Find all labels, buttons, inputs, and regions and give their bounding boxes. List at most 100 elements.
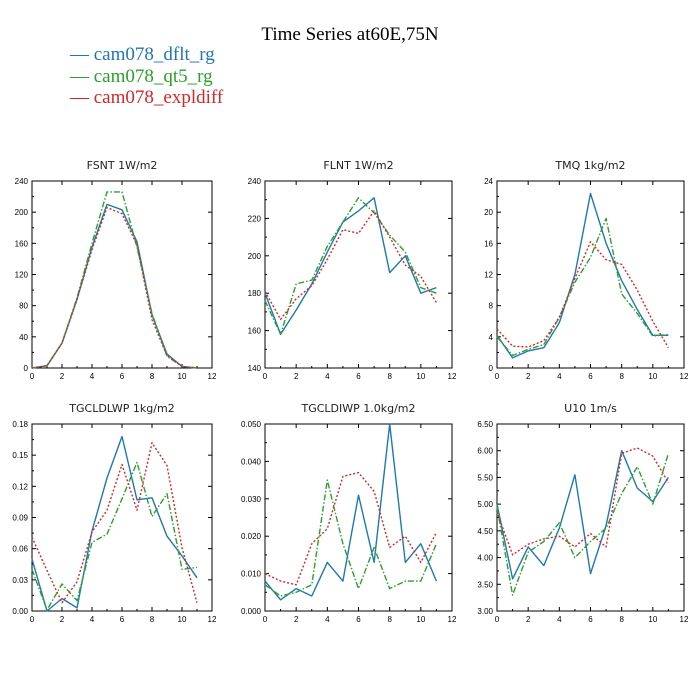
y-tick-label: 200	[248, 252, 262, 261]
y-tick-label: 5.00	[477, 500, 493, 509]
x-tick-label: 8	[150, 615, 155, 624]
chart-panel-2: FLNT 1W/m2 0 2 4 6 8 10 12 140 160 180 200 220 240	[248, 159, 457, 381]
y-tick-label: 20	[484, 208, 493, 217]
series-line-cam078_dflt_rg	[264, 197, 437, 335]
y-tick-label: 240	[15, 177, 29, 186]
x-tick-label: 6	[120, 615, 125, 624]
x-tick-label: 8	[150, 372, 155, 381]
figure-title: Time Series at60E,75N	[261, 24, 438, 45]
x-tick-label: 10	[648, 372, 657, 381]
plot-frame	[31, 180, 213, 369]
series-line-cam078_expldiff	[264, 210, 438, 321]
y-tick-label: 0.12	[12, 482, 28, 491]
y-tick-label: 0.18	[12, 420, 28, 429]
series-line-cam078_expldiff	[264, 471, 438, 586]
series-line-cam078_expldiff	[496, 447, 670, 556]
x-tick-label: 0	[495, 615, 500, 624]
x-tick-label: 12	[680, 615, 689, 624]
legend-entry-1: — cam078_dflt_rg	[69, 44, 215, 65]
y-tick-label: 160	[248, 327, 262, 336]
legend-entry-2: — cam078_qt5_rg	[69, 66, 213, 87]
y-tick-label: 0.03	[12, 576, 28, 585]
x-tick-label: 8	[619, 372, 624, 381]
series-line-cam078_qt5_rg	[31, 191, 198, 369]
legend-entry-3: — cam078_expldiff	[69, 87, 224, 108]
plot-frame	[496, 180, 685, 369]
series-line-cam078_dflt_rg	[31, 435, 198, 612]
x-tick-label: 2	[526, 372, 531, 381]
x-tick-label: 12	[448, 615, 457, 624]
x-tick-label: 4	[557, 372, 562, 381]
y-tick-label: 0.040	[241, 457, 262, 466]
y-tick-label: 3.00	[477, 607, 493, 616]
x-tick-label: 6	[356, 615, 361, 624]
y-tick-label: 0.030	[241, 495, 262, 504]
x-tick-label: 2	[526, 615, 531, 624]
panel-title: TGCLDLWP 1kg/m2	[68, 402, 174, 415]
panel-title: TMQ 1kg/m2	[554, 159, 625, 172]
x-tick-label: 4	[325, 615, 330, 624]
x-tick-label: 10	[416, 615, 425, 624]
series-line-cam078_qt5_rg	[496, 453, 670, 596]
x-tick-label: 6	[120, 372, 125, 381]
series-line-cam078_expldiff	[31, 442, 198, 604]
y-tick-label: 0.09	[12, 514, 28, 523]
series-line-cam078_qt5_rg	[496, 217, 669, 357]
y-tick-label: 3.50	[477, 580, 493, 589]
panel-title: U10 1m/s	[564, 402, 617, 415]
panels: FSNT 1W/m20 2 4 6 8 10 1204080120160200240FLNT…	[12, 159, 689, 624]
x-tick-label: 2	[60, 615, 65, 624]
series-line-cam078_qt5_rg	[264, 197, 437, 335]
y-tick-label: 4	[489, 333, 494, 342]
x-tick-label: 12	[680, 372, 689, 381]
x-tick-label: 10	[416, 372, 425, 381]
chart-panel-6: U10 1m/s 0 2 4 6 8 10 12 3.00 3.50 4.00 4.50 5.00 5.5…	[477, 402, 689, 624]
x-tick-label: 8	[387, 372, 392, 381]
y-tick-label: 0.06	[12, 545, 28, 554]
panel-title: FSNT 1W/m2	[87, 159, 158, 172]
y-tick-label: 0.00	[12, 607, 28, 616]
y-tick-label: 40	[19, 333, 28, 342]
plot-frame	[496, 423, 685, 612]
y-tick-label: 8	[489, 302, 494, 311]
y-tick-label: 16	[484, 239, 493, 248]
x-tick-label: 0	[30, 372, 35, 381]
x-tick-label: 10	[648, 615, 657, 624]
y-tick-label: 24	[484, 177, 493, 186]
y-tick-label: 180	[248, 289, 262, 298]
y-tick-label: 6.50	[477, 420, 493, 429]
x-tick-label: 0	[263, 372, 268, 381]
x-tick-label: 0	[495, 372, 500, 381]
y-tick-label: 0.000	[241, 607, 262, 616]
x-tick-label: 0	[30, 615, 35, 624]
y-tick-label: 12	[484, 271, 493, 280]
x-tick-label: 2	[294, 372, 299, 381]
x-tick-label: 4	[557, 615, 562, 624]
series-line-cam078_qt5_rg	[31, 461, 198, 611]
y-tick-label: 4.00	[477, 554, 493, 563]
y-tick-label: 5.50	[477, 473, 493, 482]
panel-title: TGCLDIWP 1.0kg/m2	[300, 402, 415, 415]
x-tick-label: 8	[619, 615, 624, 624]
x-tick-label: 10	[178, 615, 187, 624]
y-tick-label: 6.00	[477, 447, 493, 456]
y-tick-label: 0	[24, 364, 29, 373]
series-line-cam078_dflt_rg	[264, 423, 438, 601]
x-tick-label: 4	[90, 372, 95, 381]
chart-panel-5: TGCLDIWP 1.0kg/m2 0 2 4 6 8 10 12 0.000 0.010 0.02…	[241, 402, 457, 624]
y-tick-label: 220	[248, 214, 262, 223]
plot-frame	[264, 180, 453, 369]
legend: — cam078_dflt_rg — cam078_qt5_rg — cam07…	[69, 44, 224, 108]
x-tick-label: 0	[263, 615, 268, 624]
x-tick-label: 10	[178, 372, 187, 381]
x-tick-label: 6	[588, 372, 593, 381]
series-line-cam078_dflt_rg	[496, 450, 669, 580]
x-tick-label: 12	[208, 372, 217, 381]
y-tick-label: 0	[489, 364, 494, 373]
x-tick-label: 6	[356, 372, 361, 381]
x-tick-label: 4	[325, 372, 330, 381]
panel-title: FLNT 1W/m2	[323, 159, 393, 172]
chart-panel-4: TGCLDLWP 1kg/m2 0 2 4 6 8 10 12 0.00 0.03 0.06 0.09…	[12, 402, 217, 624]
